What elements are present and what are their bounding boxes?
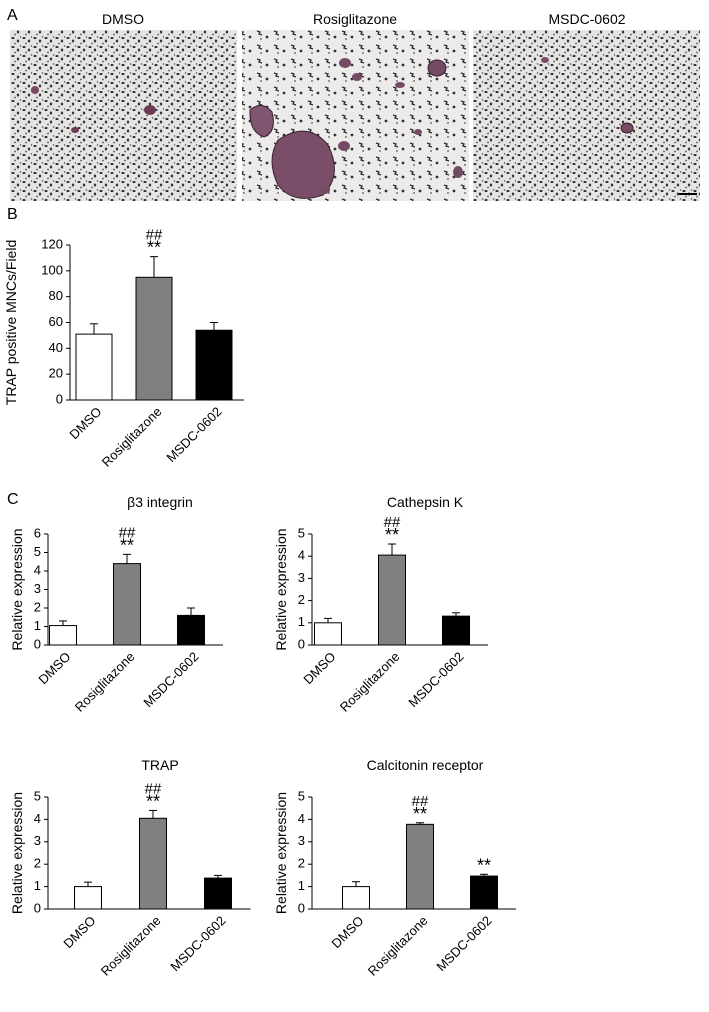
y-axis-label: Relative expression — [9, 792, 25, 914]
bar — [177, 614, 205, 646]
x-tick-label: DMSO — [66, 404, 104, 442]
y-axis-label: Relative expression — [273, 528, 289, 650]
y-tick-label: 40 — [49, 340, 63, 355]
y-tick-label: 4 — [34, 811, 41, 826]
panel-label: A — [7, 7, 18, 24]
bar — [75, 333, 113, 401]
y-tick-label: 100 — [41, 262, 63, 277]
bar — [378, 554, 406, 646]
y-axis-label: Relative expression — [9, 528, 25, 650]
y-axis-label: TRAP positive MNCs/Field — [3, 240, 19, 405]
image-title: MSDC-0602 — [548, 11, 625, 27]
x-tick-label: DMSO — [328, 913, 366, 951]
y-tick-label: 4 — [298, 811, 305, 826]
x-tick-label: MSDC-0602 — [433, 913, 494, 974]
chart-title: TRAP — [141, 757, 178, 773]
y-tick-label: 80 — [49, 288, 63, 303]
significance-marker: ** — [385, 525, 399, 545]
significance-marker: ** — [147, 238, 161, 258]
x-tick-label: DMSO — [300, 649, 338, 687]
x-tick-label: MSDC-0602 — [163, 404, 224, 465]
significance-marker: ## — [412, 793, 429, 810]
significance-marker: ** — [477, 855, 491, 875]
x-tick-label: Rosiglitazone — [99, 404, 165, 470]
y-tick-label: 0 — [298, 900, 305, 915]
y-tick-label: 2 — [34, 856, 41, 871]
bar — [135, 276, 173, 401]
y-tick-label: 3 — [34, 833, 41, 848]
chart-title: Calcitonin receptor — [367, 757, 484, 773]
bar — [139, 817, 167, 910]
y-tick-label: 0 — [34, 636, 41, 651]
bar — [342, 886, 370, 910]
significance-marker: ** — [413, 804, 427, 824]
chart-title: Cathepsin K — [387, 494, 464, 510]
x-tick-label: MSDC-0602 — [140, 649, 201, 710]
bar — [113, 563, 141, 646]
panel-label: C — [7, 491, 19, 508]
y-tick-label: 120 — [41, 236, 63, 251]
y-tick-label: 4 — [298, 548, 305, 563]
y-tick-label: 4 — [34, 562, 41, 577]
significance-marker: ## — [146, 227, 163, 244]
image-title: DMSO — [102, 11, 144, 27]
x-tick-label: Rosiglitazone — [72, 649, 138, 715]
y-tick-label: 2 — [298, 856, 305, 871]
x-tick-label: DMSO — [35, 649, 73, 687]
y-tick-label: 5 — [34, 788, 41, 803]
bar — [442, 615, 470, 646]
bar — [49, 625, 77, 646]
y-axis-label: Relative expression — [273, 792, 289, 914]
bar — [74, 886, 102, 910]
y-tick-label: 3 — [298, 833, 305, 848]
y-tick-label: 60 — [49, 314, 63, 329]
x-tick-label: Rosiglitazone — [337, 649, 403, 715]
panel-label: B — [7, 206, 18, 223]
y-tick-label: 5 — [298, 525, 305, 540]
significance-marker: ## — [145, 780, 162, 797]
y-tick-label: 1 — [34, 618, 41, 633]
bar — [195, 329, 233, 401]
x-tick-label: MSDC-0602 — [405, 649, 466, 710]
bar — [470, 875, 498, 910]
bar — [204, 877, 232, 910]
y-tick-label: 1 — [298, 878, 305, 893]
significance-marker: ** — [146, 791, 160, 811]
bar — [406, 823, 434, 910]
image-title: Rosiglitazone — [313, 11, 397, 27]
y-tick-label: 2 — [298, 592, 305, 607]
x-tick-label: DMSO — [60, 913, 98, 951]
micrograph — [242, 30, 469, 201]
x-tick-label: Rosiglitazone — [365, 913, 431, 979]
y-tick-label: 20 — [49, 366, 63, 381]
chart-title: β3 integrin — [127, 494, 193, 510]
y-tick-label: 3 — [34, 581, 41, 596]
x-tick-label: Rosiglitazone — [98, 913, 164, 979]
bar — [314, 622, 342, 646]
y-tick-label: 1 — [34, 878, 41, 893]
significance-marker: ## — [119, 524, 136, 541]
y-tick-label: 1 — [298, 614, 305, 629]
micrograph — [10, 30, 237, 201]
micrograph — [473, 30, 700, 201]
x-tick-label: MSDC-0602 — [167, 913, 228, 974]
y-tick-label: 0 — [56, 391, 63, 406]
y-tick-label: 2 — [34, 599, 41, 614]
y-tick-label: 0 — [34, 900, 41, 915]
y-tick-label: 0 — [298, 636, 305, 651]
y-tick-label: 5 — [298, 788, 305, 803]
y-tick-label: 3 — [298, 570, 305, 585]
y-tick-label: 5 — [34, 544, 41, 559]
y-tick-label: 6 — [34, 525, 41, 540]
significance-marker: ## — [384, 514, 401, 531]
significance-marker: ** — [120, 535, 134, 555]
